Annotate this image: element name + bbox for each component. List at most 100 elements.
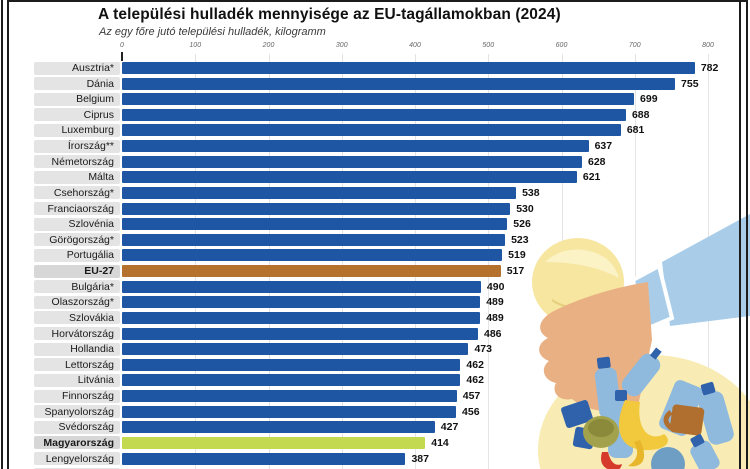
- axis-tick-label: 300: [335, 42, 348, 49]
- gridline: [634, 54, 636, 469]
- value-label: 462: [466, 358, 484, 371]
- value-label: 621: [582, 171, 601, 184]
- bar-eu: [122, 265, 501, 278]
- value-label: 530: [516, 202, 534, 215]
- bar-default: [122, 218, 508, 231]
- bar-default: [122, 421, 435, 434]
- row-label-box: Németország: [34, 155, 120, 169]
- trash-items: [561, 347, 734, 469]
- axis-tick-label: 700: [628, 42, 641, 49]
- bar-default: [122, 77, 676, 90]
- bar-default: [122, 343, 469, 356]
- value-label: 473: [474, 343, 492, 356]
- trash-ball-icon: [651, 447, 685, 469]
- brown-can-icon: [669, 404, 705, 436]
- sleeve-icon: [630, 214, 750, 333]
- row-label-box: Málta: [34, 170, 120, 184]
- value-label: 517: [506, 265, 525, 278]
- row-label-box: Szlovénia: [34, 217, 120, 231]
- bar-default: [122, 108, 626, 121]
- value-label: 427: [440, 421, 459, 434]
- bar-default: [122, 452, 406, 465]
- row-label-box: Hollandia: [34, 342, 120, 356]
- value-label: 637: [594, 140, 613, 153]
- top-border: [7, 0, 748, 2]
- row-label-box: Lettország: [34, 358, 120, 372]
- row-label-box: Svédország: [34, 420, 120, 434]
- axis-tick-label: 600: [555, 42, 568, 49]
- value-label: 688: [631, 108, 650, 121]
- bottle-cap-icon: [596, 356, 611, 369]
- bar-default: [122, 233, 506, 246]
- value-label: 489: [486, 296, 504, 309]
- axis-origin-tick: [121, 52, 123, 61]
- value-label: 456: [462, 405, 480, 418]
- row-label-box: Finnország: [34, 389, 120, 403]
- right-inner-border: [739, 0, 741, 469]
- bottle-cap-icon: [700, 381, 716, 396]
- axis-tick-label: 400: [409, 42, 421, 49]
- row-label-box: Luxemburg: [34, 123, 120, 137]
- row-label-box: Dánia: [34, 77, 120, 91]
- value-label: 699: [640, 93, 658, 106]
- banana-peel-icon: [618, 400, 668, 451]
- bottle-cap-icon: [615, 390, 627, 401]
- bar-default: [122, 171, 577, 184]
- value-label: 490: [486, 280, 505, 293]
- gridline: [195, 54, 197, 469]
- can-handle-icon: [663, 410, 673, 430]
- bar-default: [122, 155, 582, 168]
- axis-tick-label: 200: [262, 42, 275, 49]
- bar-default: [122, 296, 481, 309]
- row-label-box: Magyarország: [34, 436, 120, 450]
- row-label-box: Olaszország*: [34, 295, 120, 309]
- value-label: 414: [431, 436, 449, 449]
- row-label-box: EU-27: [34, 264, 120, 278]
- row-label-box: Horvátország: [34, 327, 120, 341]
- bar-default: [122, 140, 589, 153]
- bar-default: [122, 124, 621, 137]
- row-label-box: Szlovákia: [34, 311, 120, 325]
- value-label: 462: [466, 374, 484, 387]
- value-label: 782: [700, 62, 719, 74]
- row-label-box: Lengyelország: [34, 452, 120, 465]
- bar-default: [122, 249, 503, 262]
- axis-tick-label: 500: [482, 42, 495, 49]
- row-label-box: Spanyolország: [34, 405, 120, 419]
- bar-default: [122, 62, 695, 74]
- bar-default: [122, 358, 461, 371]
- chart-subtitle: Az egy főre jutó települési hulladék, ki…: [99, 26, 326, 38]
- left-outer-border: [1, 0, 3, 469]
- axis-tick-label: 800: [702, 42, 714, 49]
- left-inner-border: [7, 0, 9, 469]
- value-label: 628: [588, 155, 606, 168]
- bar-highlight: [122, 436, 426, 449]
- row-label-box: Belgium: [34, 92, 120, 106]
- value-label: 489: [486, 311, 504, 324]
- axis-tick-label: 0: [120, 42, 124, 49]
- row-label-box: Csehország*: [34, 186, 120, 200]
- bar-default: [122, 280, 481, 293]
- nozzle-icon: [649, 347, 662, 360]
- value-label: 526: [513, 218, 531, 231]
- squeeze-bottle-icon: [621, 353, 661, 397]
- bar-default: [122, 311, 481, 324]
- plastic-bottle-icon: [698, 391, 734, 445]
- plastic-bottle-icon: [690, 440, 720, 469]
- gridline: [268, 54, 270, 469]
- value-label: 538: [522, 186, 540, 199]
- value-label: 519: [508, 249, 526, 262]
- gridline: [488, 54, 490, 469]
- bottle-cap-icon: [690, 434, 705, 448]
- row-label-box: Ciprus: [34, 108, 120, 122]
- trash-box-icon: [561, 399, 593, 429]
- bar-default: [122, 186, 517, 199]
- row-label-box: Portugália: [34, 248, 120, 262]
- value-label: 681: [626, 124, 645, 137]
- row-label-box: Franciaország: [34, 202, 120, 216]
- bar-default: [122, 327, 478, 340]
- waste-illustration: [532, 214, 750, 469]
- value-label: 523: [511, 233, 529, 246]
